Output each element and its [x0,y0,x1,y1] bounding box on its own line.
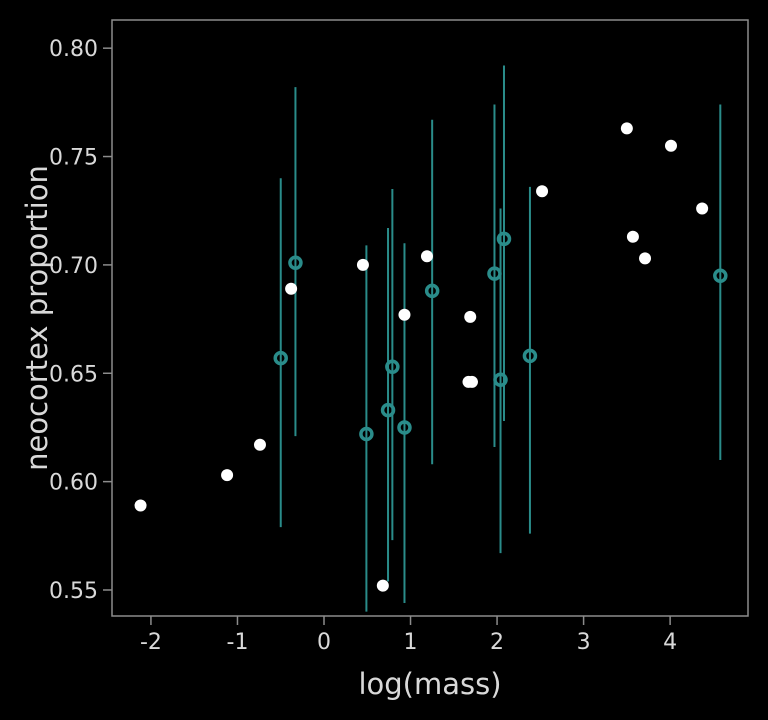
observed-point [253,438,266,451]
imputed-point [359,426,374,442]
y-tick-label: 0.75 [49,146,98,171]
observed-point [420,250,433,263]
point-layer [134,122,728,592]
y-tick-label: 0.60 [49,471,98,496]
observed-point [398,308,411,321]
interval-layer [279,65,722,612]
observed-point [134,499,147,512]
imputed-point [273,350,288,366]
observed-point [536,185,549,198]
imputed-point [424,283,440,299]
observed-point [620,122,633,135]
x-tick-label: 4 [663,630,677,655]
plot-frame [111,19,749,617]
x-axis: -2 -1 0 1 2 3 4 [140,616,677,655]
observed-point [464,310,477,323]
imputed-point [522,348,538,364]
y-axis: 0.55 0.60 0.65 0.70 0.75 0.80 [49,37,112,604]
observed-point [626,230,639,243]
y-tick-label: 0.55 [49,579,98,604]
x-tick-label: -2 [140,630,162,655]
y-tick-label: 0.65 [49,362,98,387]
imputed-point [493,372,508,388]
observed-point [696,202,709,215]
observed-point [221,469,234,482]
x-tick-label: 3 [577,630,591,655]
imputed-point [496,231,512,247]
y-tick-label: 0.80 [49,37,98,62]
observed-point [356,258,369,271]
x-tick-label: 1 [404,630,418,655]
imputed-point [487,266,502,281]
x-axis-title: log(mass) [358,667,501,701]
x-tick-label: 0 [317,630,331,655]
y-tick-label: 0.70 [49,254,98,279]
observed-point [639,252,652,265]
x-tick-label: -1 [227,630,249,655]
observed-point [465,375,478,388]
imputed-point [713,268,728,283]
imputed-point [385,359,400,375]
y-axis-title: neocortex proportion [20,165,54,471]
observed-point [376,579,389,592]
imputed-point [397,420,412,435]
observed-point [664,139,677,152]
x-tick-label: 2 [490,630,504,655]
observed-point [285,282,298,295]
imputed-point [380,402,396,418]
imputed-point [288,255,303,270]
